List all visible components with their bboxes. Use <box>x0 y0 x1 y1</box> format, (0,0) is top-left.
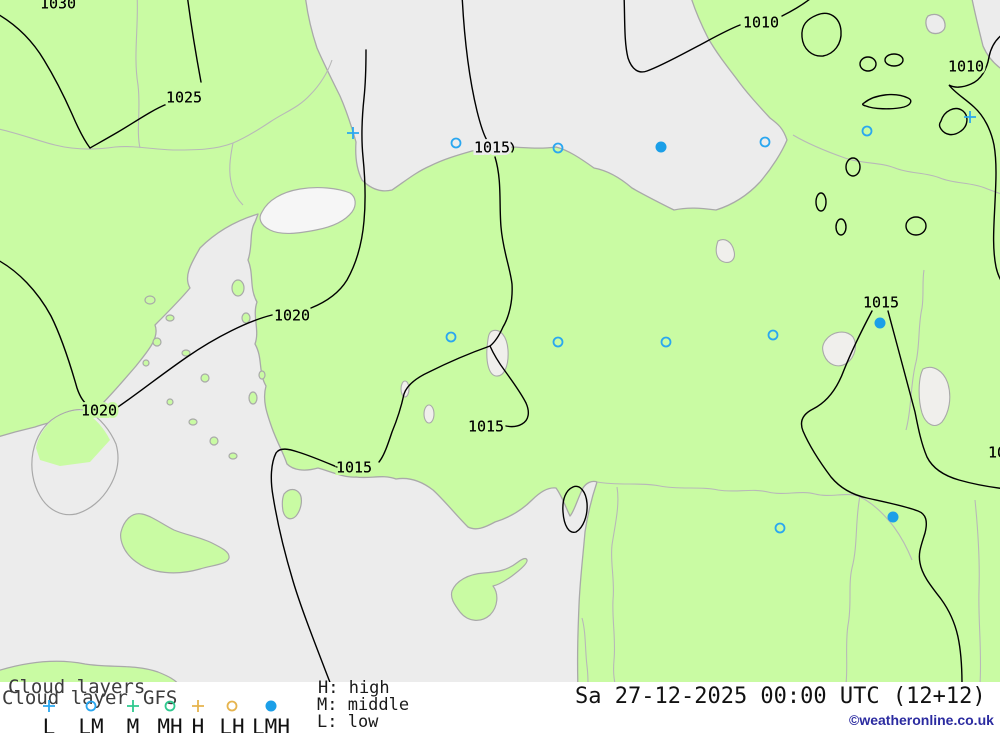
isobar-label-1010: 1010 <box>948 58 984 76</box>
key-middle: M: middle <box>317 695 410 715</box>
cloud-symbol-circle <box>774 522 786 534</box>
key-low: L: low <box>317 712 379 732</box>
cloud-symbol-circle <box>552 336 564 348</box>
legend-symbol-LMH <box>262 697 280 719</box>
isobar-label-1015: 1015 <box>863 294 899 312</box>
cloud-symbol-plus <box>43 700 55 712</box>
isobar-label-1020: 1020 <box>81 402 117 420</box>
legend-label-LH: LH <box>219 715 245 733</box>
legend-symbol-MH <box>161 697 179 719</box>
model-name: GFS <box>143 687 178 709</box>
cloud-symbol-plus <box>347 127 359 139</box>
cloud-symbol-circle <box>759 136 771 148</box>
isobar-label-1025: 1025 <box>166 89 202 107</box>
isobar-label-1020: 1020 <box>81 402 117 420</box>
cloud-symbol-circle <box>445 331 457 343</box>
isobar-label-1030: 1030 <box>40 0 76 13</box>
lake-small-1 <box>400 380 410 398</box>
crete <box>120 513 230 574</box>
ne-corner-blob <box>925 13 946 35</box>
isobar-label-10: 10 <box>988 444 1000 462</box>
forecast-datetime: Sa 27-12-2025 00:00 UTC (12+12) <box>575 684 986 709</box>
legend-symbol-LM <box>82 697 100 719</box>
lake-beysehir <box>486 329 509 377</box>
cloud-symbol-plus <box>964 111 976 123</box>
legend-label-MH: MH <box>157 715 183 733</box>
weather-map: 1030103010251025101510151010101010101010… <box>0 0 1000 682</box>
copyright: ©weatheronline.co.uk <box>849 712 994 728</box>
isobar-labels: 1030103010251025101510151010101010101010… <box>37 0 1000 479</box>
cloud-symbol-circle <box>660 336 672 348</box>
isobar-label-10: 10 <box>988 444 1000 462</box>
cyprus <box>450 557 528 621</box>
isobar-label-1015: 1015 <box>336 459 372 477</box>
legend-label-H: H <box>191 715 205 733</box>
isobar-label-1015: 1015 <box>468 418 504 436</box>
legend-symbol-LH <box>223 697 241 719</box>
cloud-symbol-circle <box>164 700 176 712</box>
country-borders <box>0 0 1000 682</box>
map-title-line1: Cloud layers <box>8 676 146 698</box>
isobar-label-1025: 1025 <box>166 89 202 107</box>
isobar-label-1015: 1015 <box>863 294 899 312</box>
isobar-label-1020: 1020 <box>274 307 310 325</box>
peloponnese <box>31 409 119 516</box>
cloud-symbol-circle <box>85 700 97 712</box>
legend-band <box>0 682 1000 733</box>
cloud-symbol-circle <box>450 137 462 149</box>
cloud-symbol-dot <box>265 700 277 712</box>
isobar-label-1015: 1015 <box>474 139 510 157</box>
isobar-label-1015: 1015 <box>336 459 372 477</box>
cloud-symbol-circle <box>767 329 779 341</box>
lake-small-2 <box>423 404 435 424</box>
isobars <box>0 0 1000 682</box>
rhodes <box>281 488 302 520</box>
legend-label-M: M <box>126 715 140 733</box>
cloud-symbol-circle <box>226 700 238 712</box>
cloud-symbol-dot <box>887 511 899 523</box>
cloud-symbol-dot <box>655 141 667 153</box>
cloud-symbol-dot <box>874 317 886 329</box>
ne-corner-sea <box>971 0 1000 69</box>
isobar-label-1010: 1010 <box>743 14 779 32</box>
map-title-line2: Cloud layer <box>2 687 128 709</box>
isobar-label-1015: 1015 <box>468 418 504 436</box>
isobar-label-1010: 1010 <box>743 14 779 32</box>
legend-label-LMH: LMH <box>252 715 290 733</box>
african-coast <box>0 660 178 682</box>
isobar-label-1015: 1015 <box>474 139 510 157</box>
legend-symbol-L <box>40 697 58 719</box>
sea-of-marmara <box>259 187 356 235</box>
legend-symbol-H <box>189 697 207 719</box>
lake-tuz <box>715 239 735 263</box>
isobar-label-1030: 1030 <box>40 0 76 13</box>
cloud-symbol-plus <box>127 700 139 712</box>
legend-symbol-M <box>124 697 142 719</box>
cloud-symbol-circle <box>552 142 564 154</box>
lakes <box>400 239 951 426</box>
cloud-symbol-plus <box>192 700 204 712</box>
islands <box>0 279 528 682</box>
legend-label-LM: LM <box>78 715 104 733</box>
cloud-symbol-circle <box>861 125 873 137</box>
lake-urmia <box>918 366 951 426</box>
legend-label-L: L <box>42 715 56 733</box>
cloud-symbols <box>347 111 976 534</box>
isobar-label-1010: 1010 <box>948 58 984 76</box>
isobar-label-1020: 1020 <box>274 307 310 325</box>
key-high: H: high <box>318 678 390 698</box>
black-sea <box>305 0 788 211</box>
